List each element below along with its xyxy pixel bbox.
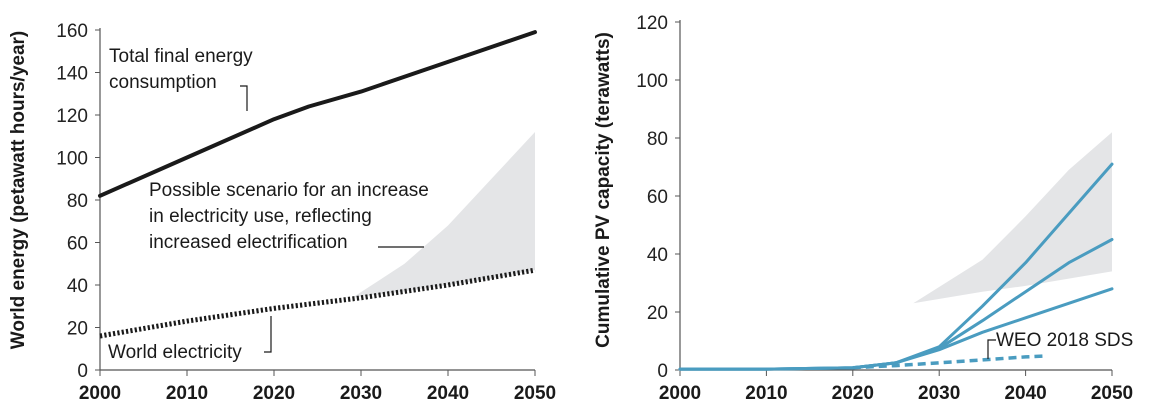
- pv-y-tick-label: 20: [647, 303, 668, 324]
- pv-x-tick-label: 2040: [1004, 383, 1046, 404]
- pv-x-tick-label: 2030: [918, 383, 960, 404]
- energy-chart-series: [98, 30, 537, 339]
- pv-band-area: [913, 132, 1112, 304]
- energy-y-tick-label: 20: [67, 319, 88, 340]
- energy-annotation-1: Total final energy consumption: [109, 46, 253, 93]
- pv-x-tick-label: 2000: [659, 383, 701, 404]
- energy-y-tick-label: 160: [56, 21, 88, 42]
- energy-y-axis-label: World energy (petawatt hours/year): [8, 31, 29, 350]
- energy-chart-annotations: Total final energy consumption Possible sc…: [108, 46, 429, 363]
- pv-y-axis-label: Cumulative PV capacity (terawatts): [593, 32, 614, 348]
- pv-x-tick-label: 2020: [832, 383, 874, 404]
- energy-y-tick-label: 80: [67, 191, 88, 212]
- pv-y-tick-label: 60: [647, 187, 668, 208]
- energy-y-tick-label: 140: [56, 64, 88, 85]
- energy-band-area: [352, 132, 535, 298]
- energy-annotation-leader-3: [264, 316, 272, 353]
- pv-series-line-4: [852, 354, 1043, 370]
- energy-x-tick-label: 2020: [253, 383, 295, 404]
- electrification-scenario-band: [352, 132, 535, 298]
- pv-annotation-leader-1: [987, 339, 996, 359]
- pv-y-tick-label: 0: [657, 361, 668, 382]
- pv-y-tick-label: 80: [647, 129, 668, 150]
- energy-y-tick-label: 100: [56, 149, 88, 170]
- pv-capacity-band: [913, 132, 1112, 304]
- pv-chart-series: [678, 162, 1114, 371]
- energy-x-tick-label: 2050: [514, 383, 556, 404]
- pv-annotation-1: WEO 2018 SDS: [996, 330, 1133, 351]
- pv-y-tick-label: 40: [647, 245, 668, 266]
- pv-series-line-3: [678, 287, 1114, 371]
- pv-y-tick-label: 100: [636, 71, 668, 92]
- energy-y-tick-label: 0: [77, 361, 88, 382]
- energy-y-tick-label: 40: [67, 276, 88, 297]
- energy-series-line-2: [99, 267, 536, 339]
- energy-annotation-leader-1: [240, 85, 248, 111]
- energy-x-tick-label: 2010: [166, 383, 208, 404]
- pv-x-tick-label: 2050: [1091, 383, 1133, 404]
- pv-chart-annotations: WEO 2018 SDS: [987, 330, 1133, 359]
- energy-y-tick-label: 60: [67, 234, 88, 255]
- energy-x-tick-label: 2030: [340, 383, 382, 404]
- pv-y-tick-label: 120: [636, 13, 668, 34]
- energy-annotation-3: World electricity: [108, 342, 242, 363]
- pv-x-tick-label: 2010: [745, 383, 787, 404]
- energy-x-tick-label: 2040: [427, 383, 469, 404]
- energy-series-line-1: [98, 30, 537, 198]
- energy-x-tick-label: 2000: [79, 383, 121, 404]
- energy-annotation-2: Possible scenario for an increase in elec…: [149, 180, 429, 253]
- energy-y-tick-label: 120: [56, 106, 88, 127]
